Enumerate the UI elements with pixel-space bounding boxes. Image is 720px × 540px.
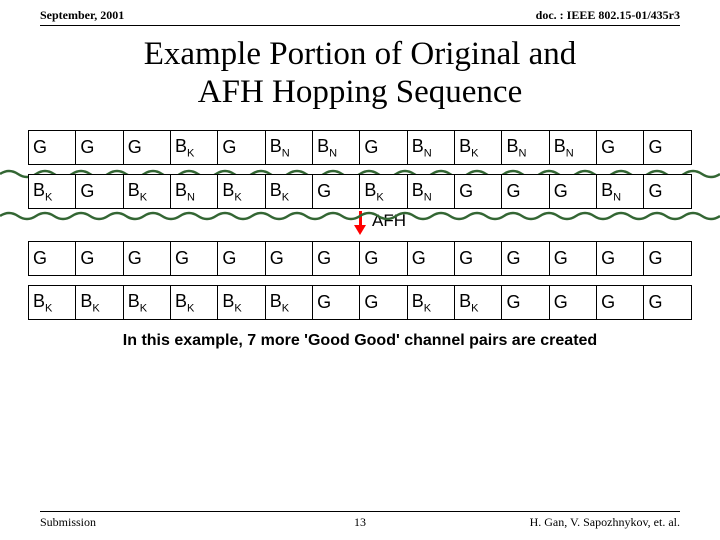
sequence-cell: BK — [171, 285, 218, 319]
sequence-cell: G — [76, 130, 123, 164]
sequence-cell: BN — [502, 130, 549, 164]
sequence-cell: G — [123, 130, 170, 164]
sequence-cell: BN — [407, 130, 454, 164]
sequence-cell: BK — [265, 174, 312, 208]
sequence-cell: G — [549, 174, 596, 208]
sequence-cell: G — [644, 285, 692, 319]
sequence-cell: BN — [407, 174, 454, 208]
title-line-2: AFH Hopping Sequence — [198, 74, 522, 110]
sequence-cell: G — [597, 241, 644, 275]
sequence-cell: G — [313, 174, 360, 208]
table-row: BKBKBKBKBKBKGGBKBKGGGG — [29, 285, 692, 319]
sequence-cell: G — [455, 241, 502, 275]
sequence-cell: G — [218, 130, 265, 164]
afh-arrow: AFH — [28, 211, 692, 239]
sequence-cell: BK — [29, 285, 76, 319]
sequence-cell: G — [360, 241, 407, 275]
sequence-cell: G — [597, 285, 644, 319]
sequence-cell: BK — [360, 174, 407, 208]
sequence-cell: BK — [455, 285, 502, 319]
sequence-cell: BK — [76, 285, 123, 319]
sequence-cell: BN — [549, 130, 596, 164]
sequence-cell: BK — [218, 285, 265, 319]
sequence-cell: G — [644, 130, 692, 164]
footer-right: H. Gan, V. Sapozhnykov, et. al. — [530, 515, 680, 530]
sequence-cell: G — [123, 241, 170, 275]
sequence-cell: G — [29, 241, 76, 275]
footer-rule — [40, 511, 680, 512]
footer-page: 13 — [354, 515, 366, 530]
table-row: GGGGGGGGGGGGGG — [29, 241, 692, 275]
afh-sequence-table: GGGGGGGGGGGGGG BKBKBKBKBKBKGGBKBKGGGG — [28, 241, 692, 320]
sequence-cell: G — [29, 130, 76, 164]
sequence-cell: BN — [313, 130, 360, 164]
footer-left: Submission — [40, 515, 96, 530]
sequence-cell: G — [502, 241, 549, 275]
sequence-cell: BN — [265, 130, 312, 164]
sequence-cell: G — [502, 285, 549, 319]
sequence-cell: G — [644, 241, 692, 275]
original-sequence-table: GGGBKGBNBNGBNBKBNBNGG BKGBKBNBKBKGBKBNGG… — [28, 130, 692, 209]
table-row: GGGBKGBNBNGBNBKBNBNGG — [29, 130, 692, 164]
sequence-cell: G — [265, 241, 312, 275]
sequence-cell: G — [76, 174, 123, 208]
sequence-cell: G — [502, 174, 549, 208]
caption-text: In this example, 7 more 'Good Good' chan… — [0, 332, 720, 350]
sequence-cell: BK — [29, 174, 76, 208]
sequence-cell: BK — [218, 174, 265, 208]
page-title: Example Portion of Original and AFH Hopp… — [0, 26, 720, 122]
header-date: September, 2001 — [40, 8, 124, 23]
sequence-cell: G — [360, 285, 407, 319]
sequence-cell: G — [549, 285, 596, 319]
sequence-cell: BK — [123, 285, 170, 319]
arrow-label: AFH — [372, 211, 406, 231]
sequence-cell: BN — [171, 174, 218, 208]
table-row: BKGBKBNBKBKGBKBNGGGBNG — [29, 174, 692, 208]
sequence-cell: BK — [265, 285, 312, 319]
sequence-cell: G — [313, 241, 360, 275]
sequence-cell: G — [313, 285, 360, 319]
sequence-cell: G — [597, 130, 644, 164]
sequence-cell: G — [218, 241, 265, 275]
sequence-cell: G — [76, 241, 123, 275]
sequence-cell: BK — [123, 174, 170, 208]
sequence-cell: G — [644, 174, 692, 208]
title-line-1: Example Portion of Original and — [144, 36, 577, 72]
sequence-cell: G — [360, 130, 407, 164]
sequence-cell: G — [171, 241, 218, 275]
sequence-cell: BK — [171, 130, 218, 164]
sequence-cell: BK — [455, 130, 502, 164]
sequence-cell: BK — [407, 285, 454, 319]
sequence-cell: BN — [597, 174, 644, 208]
sequence-cell: G — [407, 241, 454, 275]
sequence-cell: G — [455, 174, 502, 208]
header-doc: doc. : IEEE 802.15-01/435r3 — [536, 8, 680, 23]
sequence-cell: G — [549, 241, 596, 275]
